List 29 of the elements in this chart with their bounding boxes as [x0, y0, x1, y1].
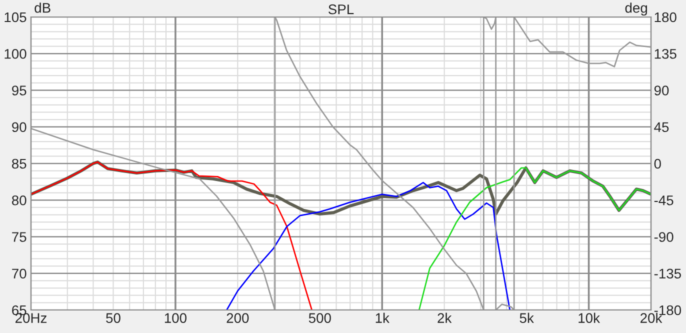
x-tick-label: 2k	[438, 312, 452, 323]
y-tick-label: 70	[12, 268, 26, 279]
y2-tick-label: 45	[654, 122, 669, 132]
y2-tick-label: -90	[654, 232, 674, 242]
x-tick-label: 10k	[578, 312, 600, 323]
y-axis-title: dB	[34, 2, 50, 13]
x-tick-label: 1k	[376, 312, 390, 323]
y-tick-label: 90	[12, 122, 26, 132]
y2-axis-title: deg	[625, 2, 648, 16]
y2-tick-label: 90	[654, 86, 669, 96]
y-tick-label: 100	[4, 48, 26, 59]
y-tick-label: 95	[12, 86, 26, 96]
y-tick-label: 65	[12, 305, 26, 316]
y2-tick-label: 180	[654, 12, 676, 22]
x-tick-label: 100	[164, 313, 186, 323]
y2-tick-label: 0	[654, 158, 661, 169]
x-tick-label: 200	[226, 313, 249, 323]
x-tick-label: 20Hz	[15, 313, 47, 323]
x-tick-label: 50	[106, 313, 120, 323]
y2-tick-label: -45	[654, 196, 674, 206]
y2-tick-label: -135	[654, 268, 681, 279]
x-tick-label: 5k	[520, 312, 534, 323]
x-tick-label: 500	[308, 313, 331, 323]
chart-title: SPL	[328, 4, 354, 14]
y-tick-label: 105	[4, 12, 26, 22]
y-tick-label: 80	[12, 195, 26, 206]
y-tick-label: 75	[12, 232, 26, 242]
y2-tick-label: 135	[654, 48, 676, 59]
y-tick-label: 85	[12, 158, 26, 169]
